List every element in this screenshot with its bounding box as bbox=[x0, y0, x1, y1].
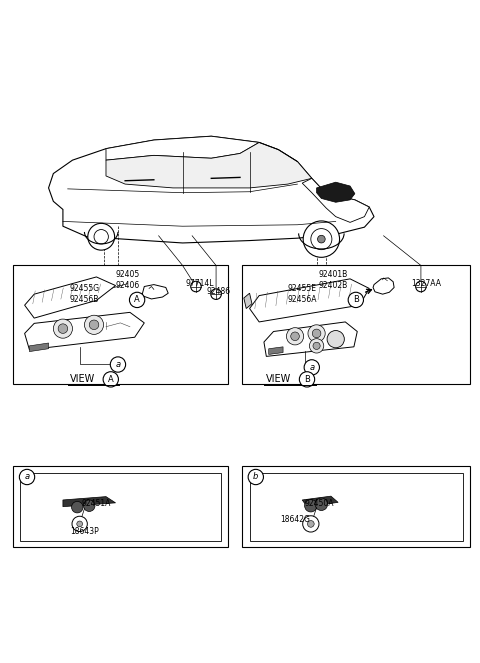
Polygon shape bbox=[106, 143, 312, 188]
Polygon shape bbox=[24, 312, 144, 349]
Text: 92450A: 92450A bbox=[304, 499, 334, 509]
Circle shape bbox=[304, 360, 320, 375]
Circle shape bbox=[305, 499, 317, 512]
Text: 1327AA: 1327AA bbox=[412, 279, 442, 288]
Circle shape bbox=[211, 289, 221, 300]
Bar bbox=[12, 265, 228, 384]
Text: b: b bbox=[253, 473, 259, 481]
Circle shape bbox=[318, 235, 325, 243]
Text: 18643P: 18643P bbox=[70, 527, 99, 536]
Bar bbox=[20, 473, 221, 540]
Text: 92486: 92486 bbox=[206, 287, 230, 296]
Text: 92455E
92456A: 92455E 92456A bbox=[288, 284, 317, 304]
Circle shape bbox=[315, 498, 327, 511]
Circle shape bbox=[103, 372, 119, 387]
Circle shape bbox=[110, 357, 126, 372]
Circle shape bbox=[348, 292, 363, 308]
Circle shape bbox=[308, 520, 314, 527]
Text: 18642G: 18642G bbox=[280, 514, 310, 524]
Circle shape bbox=[88, 223, 115, 250]
Polygon shape bbox=[302, 178, 369, 222]
Polygon shape bbox=[244, 293, 252, 308]
Circle shape bbox=[313, 342, 320, 349]
Polygon shape bbox=[373, 278, 394, 294]
Circle shape bbox=[84, 315, 104, 334]
Circle shape bbox=[72, 501, 83, 513]
Polygon shape bbox=[24, 277, 116, 318]
Polygon shape bbox=[264, 322, 357, 357]
Text: 92401B
92402B: 92401B 92402B bbox=[319, 270, 348, 290]
Bar bbox=[12, 467, 228, 547]
Circle shape bbox=[287, 328, 304, 345]
Circle shape bbox=[72, 516, 87, 532]
Polygon shape bbox=[63, 497, 116, 507]
Text: a: a bbox=[24, 473, 30, 481]
Polygon shape bbox=[317, 182, 355, 202]
Circle shape bbox=[312, 329, 321, 337]
Circle shape bbox=[191, 281, 201, 292]
Circle shape bbox=[303, 516, 319, 532]
Polygon shape bbox=[29, 343, 48, 351]
Text: B: B bbox=[353, 296, 359, 304]
Text: 92451A: 92451A bbox=[82, 499, 111, 509]
Circle shape bbox=[327, 331, 344, 348]
Circle shape bbox=[416, 281, 426, 292]
Circle shape bbox=[89, 320, 99, 330]
Bar bbox=[242, 265, 470, 384]
Text: B: B bbox=[304, 375, 310, 384]
Polygon shape bbox=[106, 136, 259, 160]
Circle shape bbox=[308, 325, 325, 342]
Circle shape bbox=[94, 229, 108, 244]
Polygon shape bbox=[142, 284, 168, 299]
Bar bbox=[250, 473, 463, 540]
Text: 97714L: 97714L bbox=[185, 279, 214, 288]
Circle shape bbox=[310, 339, 324, 353]
Circle shape bbox=[77, 521, 83, 527]
Circle shape bbox=[84, 500, 95, 511]
Circle shape bbox=[248, 469, 264, 485]
Circle shape bbox=[303, 221, 339, 257]
Polygon shape bbox=[302, 496, 338, 507]
Circle shape bbox=[53, 319, 72, 338]
Text: a: a bbox=[115, 360, 120, 369]
Polygon shape bbox=[269, 347, 283, 355]
Circle shape bbox=[19, 469, 35, 485]
Polygon shape bbox=[250, 279, 369, 322]
Polygon shape bbox=[48, 136, 374, 243]
Text: A: A bbox=[134, 296, 140, 304]
Text: VIEW: VIEW bbox=[70, 375, 96, 385]
Circle shape bbox=[300, 372, 315, 387]
Text: 92455G
92456B: 92455G 92456B bbox=[70, 284, 99, 304]
Text: 92405
92406: 92405 92406 bbox=[115, 270, 140, 290]
Text: A: A bbox=[108, 375, 114, 384]
Circle shape bbox=[311, 229, 332, 250]
Circle shape bbox=[58, 324, 68, 333]
Circle shape bbox=[291, 332, 300, 341]
Bar bbox=[242, 467, 470, 547]
Circle shape bbox=[130, 292, 145, 308]
Text: a: a bbox=[309, 363, 314, 372]
Text: VIEW: VIEW bbox=[266, 375, 291, 385]
